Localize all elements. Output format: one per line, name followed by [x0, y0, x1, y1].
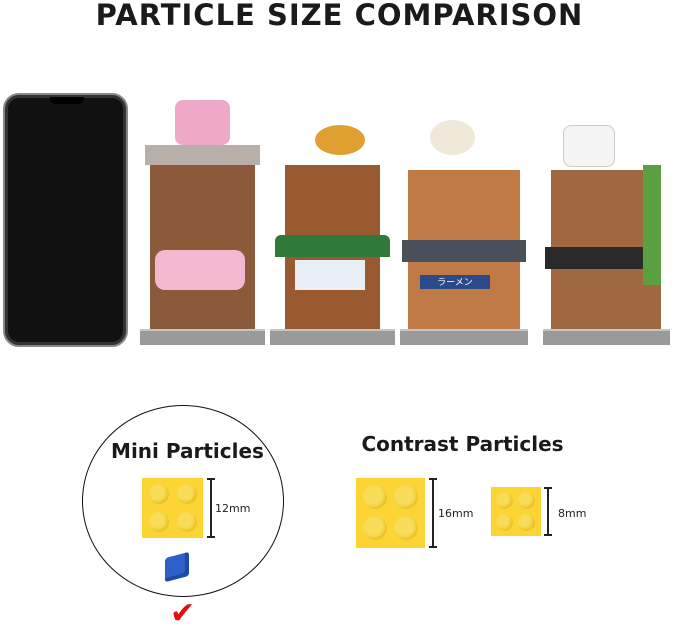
checkmark-icon: ✔ [170, 596, 196, 631]
mini-particles-circle [82, 405, 284, 597]
shop-model-sakura [140, 100, 265, 345]
dimension-bar [544, 487, 552, 536]
mini-particles-heading: Mini Particles [111, 439, 264, 463]
ramen-sign: ラーメン [420, 275, 490, 289]
mini-size-label: 12mm [215, 502, 251, 515]
shop-model-bathhouse [270, 125, 395, 345]
shop-model-ramen: ラーメン [400, 120, 528, 345]
phone-notch [50, 97, 84, 104]
contrast-particles-heading: Contrast Particles [361, 432, 564, 456]
contrast-size-label-8: 8mm [558, 507, 587, 520]
shop-model-tea [543, 125, 670, 345]
contrast-size-label-16: 16mm [438, 507, 474, 520]
dimension-bar [207, 478, 215, 538]
contrast-brick-16mm [356, 478, 425, 548]
page-title: PARTICLE SIZE COMPARISON [95, 0, 584, 32]
dimension-bar [429, 478, 437, 548]
mini-brick-12mm [142, 478, 203, 538]
smartphone-image [3, 93, 128, 347]
contrast-brick-8mm [491, 487, 541, 536]
